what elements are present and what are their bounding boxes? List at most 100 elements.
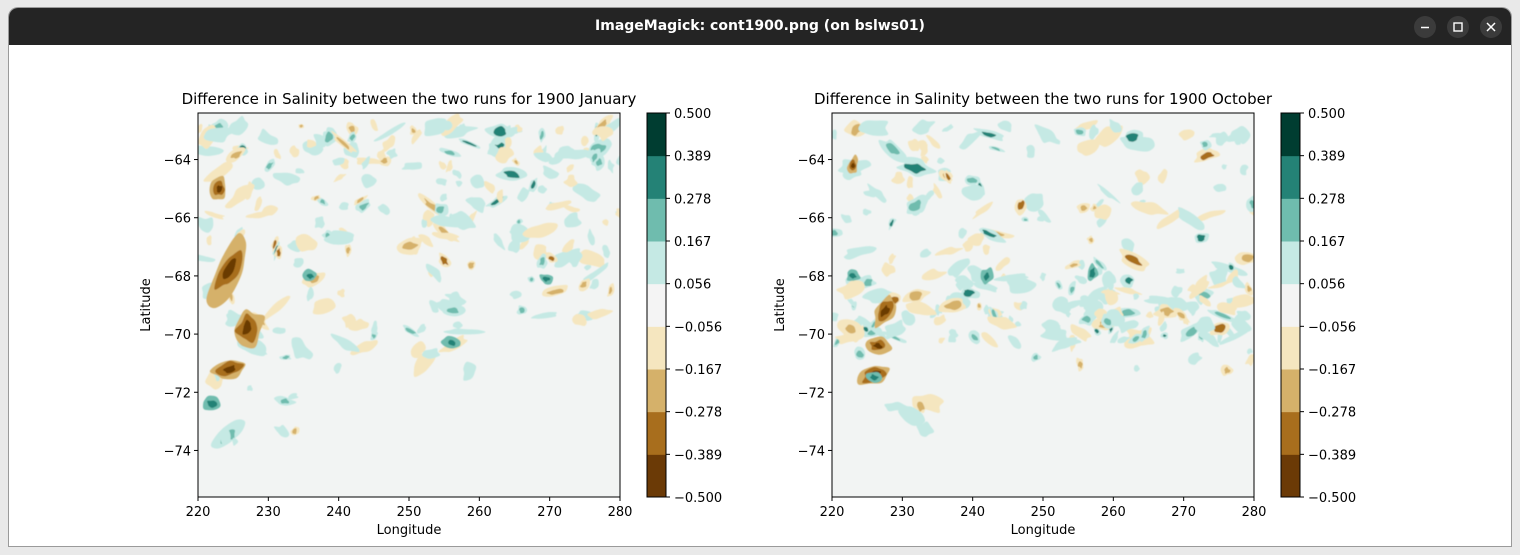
negative-anomaly: [572, 313, 587, 327]
positive-anomaly-core: [971, 333, 979, 341]
positive-anomaly-core: [1249, 199, 1254, 209]
positive-anomaly: [517, 187, 530, 202]
maximize-button[interactable]: [1447, 16, 1469, 38]
negative-anomaly: [555, 125, 564, 135]
positive-anomaly-core: [864, 278, 873, 287]
colorbar-tick-label: 0.056: [1308, 278, 1345, 293]
colorbar-tick-label: −0.167: [674, 363, 722, 378]
negative-anomaly: [1145, 311, 1154, 319]
positive-anomaly-core: [446, 307, 459, 314]
negative-anomaly-peak: [872, 342, 883, 349]
negative-anomaly: [615, 208, 620, 219]
colorbar-segment: [1281, 369, 1300, 413]
colorbar-segment: [1281, 113, 1300, 157]
title-bar[interactable]: ImageMagick: cont1900.png (on bslws01): [9, 8, 1511, 45]
negative-anomaly-peak: [850, 162, 856, 169]
negative-anomaly: [333, 173, 347, 183]
positive-anomaly-core: [1214, 311, 1231, 320]
minimize-button[interactable]: [1414, 16, 1436, 38]
negative-anomaly-peak: [222, 365, 236, 374]
positive-anomaly: [452, 321, 463, 330]
positive-anomaly-core: [908, 199, 921, 212]
positive-anomaly: [1178, 207, 1205, 231]
positive-anomaly: [1230, 125, 1251, 145]
colorbar-segment: [647, 411, 666, 455]
negative-anomaly-core: [1124, 254, 1143, 266]
colorbar-tick-label: −0.278: [1308, 406, 1356, 421]
colorbar-tick-label: 0.500: [1308, 107, 1345, 122]
x-tick-label: 220: [186, 505, 211, 520]
colorbar-tick-label: −0.056: [1308, 320, 1356, 335]
positive-anomaly: [198, 254, 216, 263]
chart-title: Difference in Salinity between the two r…: [182, 90, 637, 108]
negative-anomaly: [273, 148, 281, 160]
positive-anomaly: [272, 172, 301, 186]
x-tick-label: 270: [1171, 505, 1196, 520]
positive-anomaly: [847, 298, 857, 308]
positive-anomaly: [1247, 348, 1253, 355]
negative-anomaly: [982, 244, 990, 255]
x-axis-label: Longitude: [1011, 523, 1076, 538]
negative-anomaly: [972, 201, 993, 220]
negative-anomaly-core: [1080, 205, 1088, 211]
positive-anomaly: [1188, 352, 1203, 365]
x-tick-label: 260: [467, 505, 492, 520]
negative-anomaly: [254, 196, 263, 212]
positive-anomaly: [232, 437, 239, 446]
negative-anomaly: [198, 123, 203, 134]
colorbar-segment: [647, 241, 666, 285]
positive-anomaly: [843, 246, 877, 260]
x-tick-label: 240: [960, 505, 985, 520]
positive-anomaly-core: [519, 307, 525, 314]
chart-title: Difference in Salinity between the two r…: [814, 90, 1273, 108]
negative-anomaly: [1156, 207, 1184, 230]
colorbar-tick-label: −0.500: [674, 491, 722, 506]
positive-anomaly: [1007, 335, 1022, 349]
positive-anomaly: [941, 124, 954, 132]
y-tick-label: −64: [164, 154, 191, 169]
negative-anomaly: [921, 268, 948, 281]
negative-anomaly: [1189, 274, 1210, 300]
colorbar-tick-label: −0.500: [1308, 491, 1356, 506]
negative-anomaly-core: [546, 288, 564, 295]
positive-anomaly: [959, 131, 981, 150]
negative-anomaly: [995, 257, 1011, 271]
negative-anomaly: [906, 175, 913, 189]
positive-anomaly: [323, 230, 354, 245]
positive-anomaly: [912, 119, 936, 135]
positive-anomaly: [425, 263, 442, 283]
negative-anomaly: [204, 210, 225, 220]
colorbar-frame: [646, 112, 667, 498]
positive-anomaly: [997, 120, 1012, 133]
positive-anomaly: [1240, 164, 1249, 176]
positive-anomaly: [533, 152, 556, 163]
negative-anomaly-core: [299, 124, 304, 128]
positive-anomaly: [1189, 305, 1196, 316]
positive-anomaly: [257, 128, 279, 145]
negative-anomaly: [1199, 295, 1211, 307]
positive-anomaly: [1097, 183, 1121, 204]
positive-anomaly: [548, 145, 575, 165]
positive-anomaly: [1118, 320, 1139, 334]
colorbar-tick-label: −0.278: [674, 406, 722, 421]
positive-anomaly-core: [832, 230, 838, 236]
positive-anomaly: [1034, 124, 1059, 145]
colorbar-tick-label: 0.389: [1308, 150, 1345, 165]
positive-anomaly: [220, 427, 231, 445]
negative-anomaly: [1245, 354, 1254, 367]
close-button[interactable]: [1480, 16, 1502, 38]
positive-anomaly: [916, 421, 935, 437]
negative-anomaly-core: [314, 195, 320, 201]
positive-anomaly-core: [529, 277, 534, 282]
negative-anomaly: [925, 135, 941, 149]
positive-anomaly: [1006, 275, 1037, 294]
positive-anomaly: [867, 183, 887, 203]
negative-anomaly: [495, 147, 515, 164]
positive-anomaly: [493, 233, 506, 251]
negative-anomaly-core: [402, 241, 419, 250]
positive-anomaly: [616, 155, 620, 166]
positive-anomaly: [543, 165, 560, 179]
negative-anomaly: [445, 160, 453, 173]
negative-anomaly-core: [411, 128, 416, 133]
colorbar-tick-label: 0.389: [674, 150, 711, 165]
